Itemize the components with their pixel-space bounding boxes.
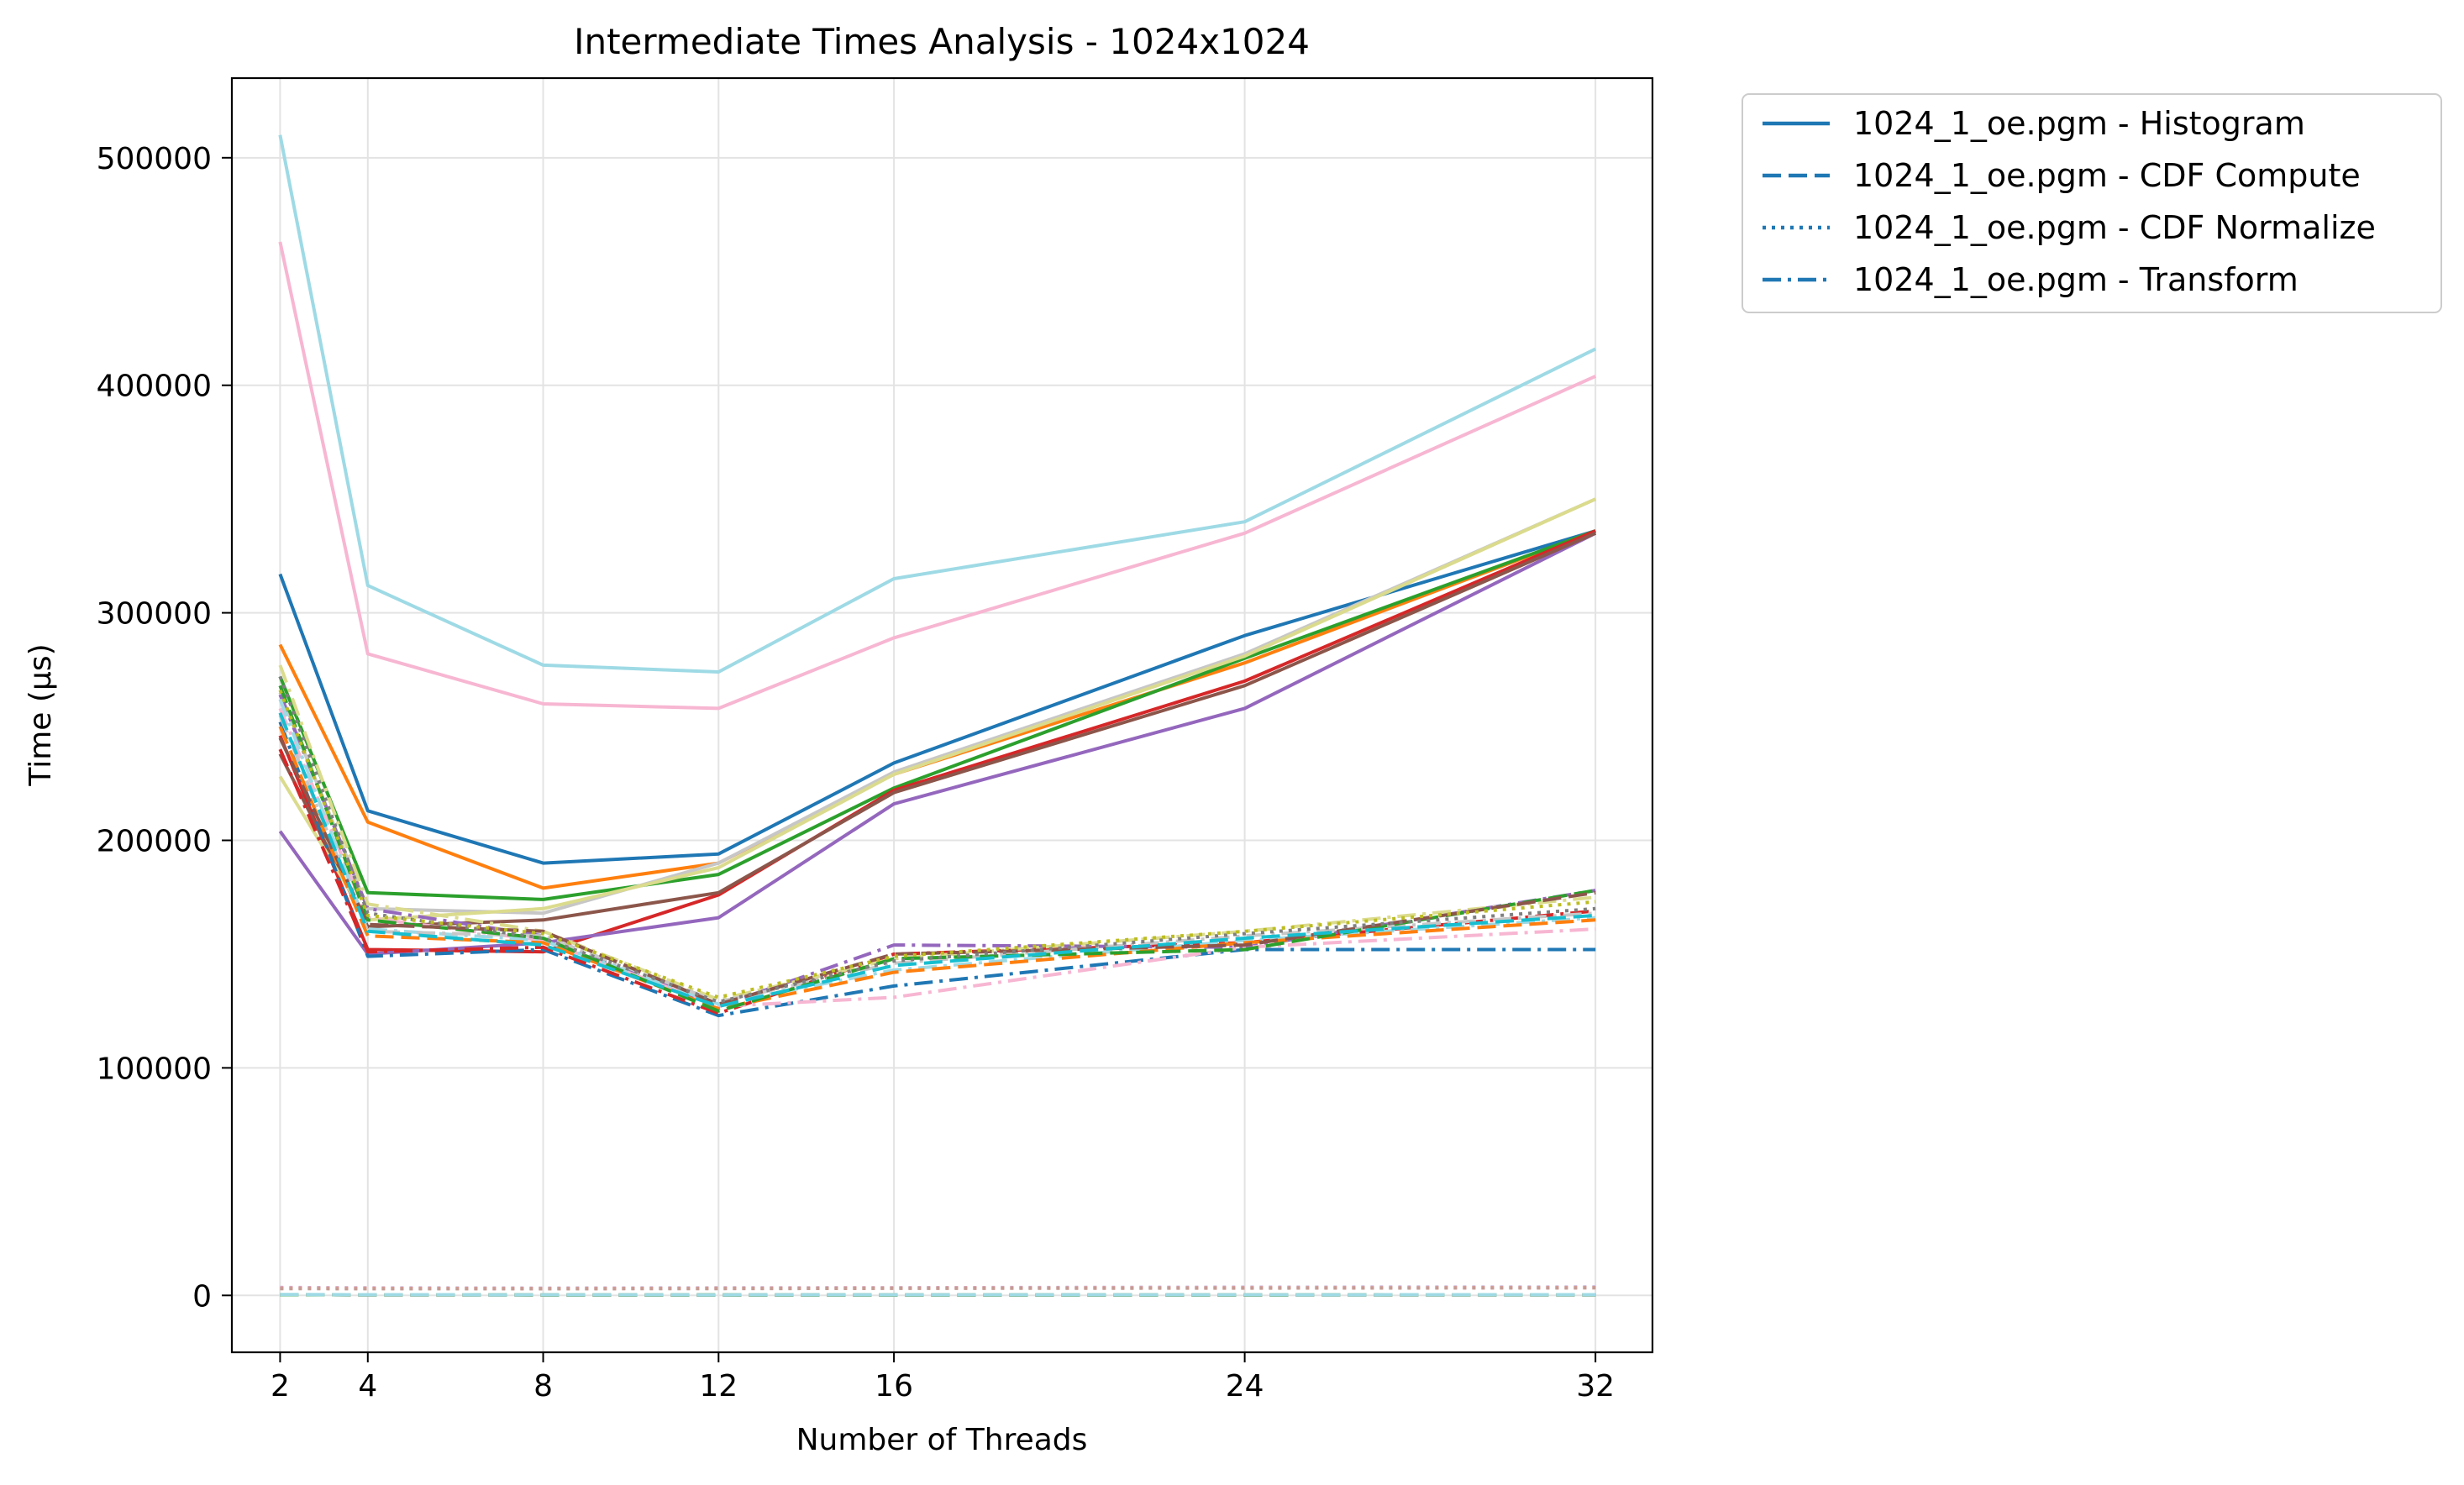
x-axis: 2 4 8 12 16 24 32 <box>271 1352 1615 1404</box>
chart-title: Intermediate Times Analysis - 1024x1024 <box>574 21 1310 62</box>
legend-label: 1024_1_oe.pgm - CDF Normalize <box>1853 209 2376 246</box>
legend-label: 1024_1_oe.pgm - CDF Compute <box>1853 157 2361 194</box>
y-tick-label: 200000 <box>97 824 212 858</box>
y-axis-label: Time (µs) <box>24 643 58 786</box>
legend: 1024_1_oe.pgm - Histogram 1024_1_oe.pgm -… <box>1742 93 2442 313</box>
series-line-8 <box>278 497 1597 916</box>
legend-label: 1024_1_oe.pgm - Histogram <box>1853 105 2305 142</box>
series-line-6 <box>278 531 1596 929</box>
series-line-29 <box>278 675 1596 1004</box>
series-line-27 <box>278 737 1596 1006</box>
legend-frame <box>1742 93 2442 313</box>
series-line-22 <box>278 664 1596 1002</box>
series-line-14 <box>280 1293 1596 1297</box>
series-line-3 <box>278 529 1596 901</box>
y-tick-label: 300000 <box>97 597 212 632</box>
x-tick-label: 16 <box>875 1369 913 1404</box>
x-tick-label: 12 <box>699 1369 738 1404</box>
y-axis: 0 100000 200000 300000 400000 500000 <box>97 142 232 1314</box>
y-tick-label: 500000 <box>97 142 212 176</box>
series-line-7 <box>278 241 1597 711</box>
legend-label: 1024_1_oe.pgm - Transform <box>1853 261 2299 298</box>
series-line-28 <box>278 712 1596 1009</box>
x-tick-label: 2 <box>271 1369 290 1404</box>
x-tick-label: 32 <box>1576 1369 1615 1404</box>
x-axis-label: Number of Threads <box>796 1423 1088 1457</box>
x-tick-label: 24 <box>1226 1369 1264 1404</box>
x-tick-label: 8 <box>533 1369 553 1404</box>
y-tick-label: 400000 <box>97 370 212 404</box>
series-line-25 <box>278 726 1596 1010</box>
series-line-26 <box>278 685 1596 1013</box>
series-line-1 <box>278 529 1596 865</box>
y-tick-label: 100000 <box>97 1052 212 1086</box>
plot-frame <box>230 76 1654 1354</box>
series-line-30 <box>278 689 1596 1000</box>
series-line-10 <box>278 134 1597 674</box>
series-line-23 <box>278 698 1596 1006</box>
x-tick-label: 4 <box>358 1369 377 1404</box>
series-lines <box>278 134 1597 1297</box>
y-tick-label: 0 <box>192 1279 212 1314</box>
